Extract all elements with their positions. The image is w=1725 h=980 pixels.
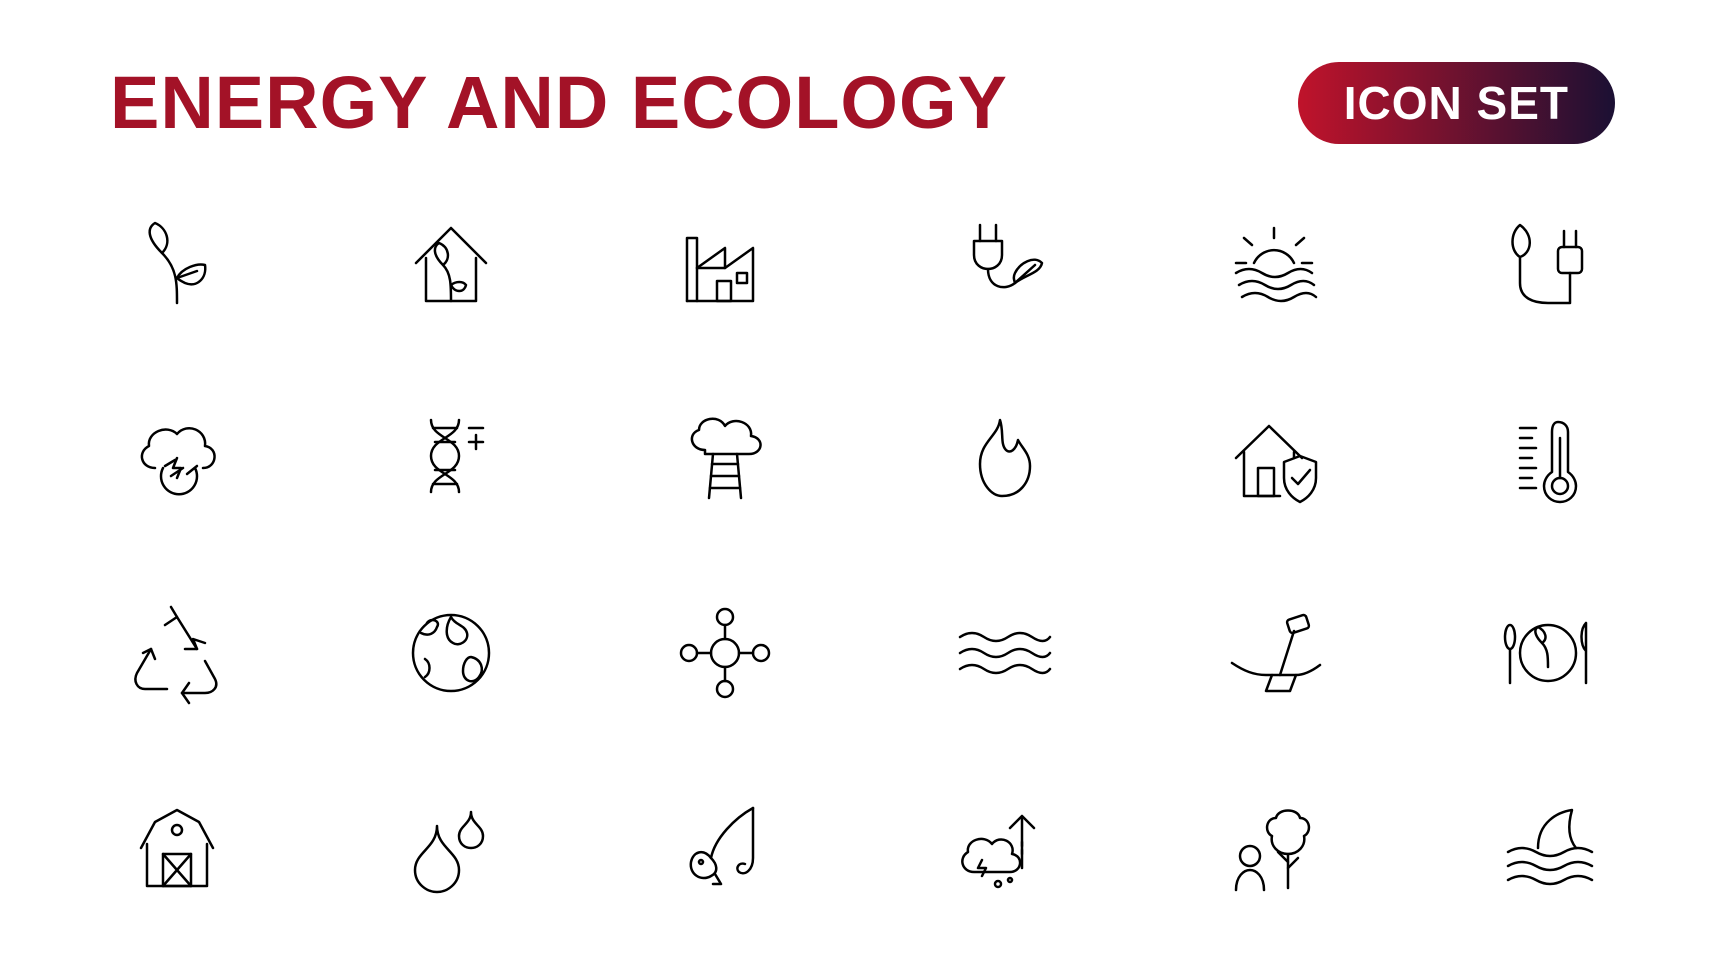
page-title: ENERGY AND ECOLOGY bbox=[110, 60, 1008, 145]
earth-icon bbox=[384, 585, 518, 720]
fishing-icon bbox=[658, 780, 792, 915]
recycle-icon bbox=[110, 585, 244, 720]
storm-cloud-icon bbox=[110, 390, 244, 525]
eco-plug-icon bbox=[933, 195, 1067, 330]
eco-food-icon bbox=[1481, 585, 1615, 720]
shovel-icon bbox=[1207, 585, 1341, 720]
flame-icon bbox=[933, 390, 1067, 525]
emissions-icon bbox=[933, 780, 1067, 915]
thermometer-icon bbox=[1481, 390, 1615, 525]
barn-icon bbox=[110, 780, 244, 915]
factory-icon bbox=[658, 195, 792, 330]
sunrise-icon bbox=[1207, 195, 1341, 330]
leaves-icon bbox=[110, 195, 244, 330]
header: ENERGY AND ECOLOGY ICON SET bbox=[110, 60, 1615, 145]
icon-set-badge: ICON SET bbox=[1298, 62, 1615, 144]
waves-icon bbox=[933, 585, 1067, 720]
eco-house-icon bbox=[384, 195, 518, 330]
home-shield-icon bbox=[1207, 390, 1341, 525]
water-drops-icon bbox=[384, 780, 518, 915]
molecule-icon bbox=[658, 585, 792, 720]
person-tree-icon bbox=[1207, 780, 1341, 915]
ocean-fin-icon bbox=[1481, 780, 1615, 915]
leaf-plug-icon bbox=[1481, 195, 1615, 330]
icon-grid bbox=[110, 195, 1615, 915]
dna-icon bbox=[384, 390, 518, 525]
cloud-ladder-icon bbox=[658, 390, 792, 525]
